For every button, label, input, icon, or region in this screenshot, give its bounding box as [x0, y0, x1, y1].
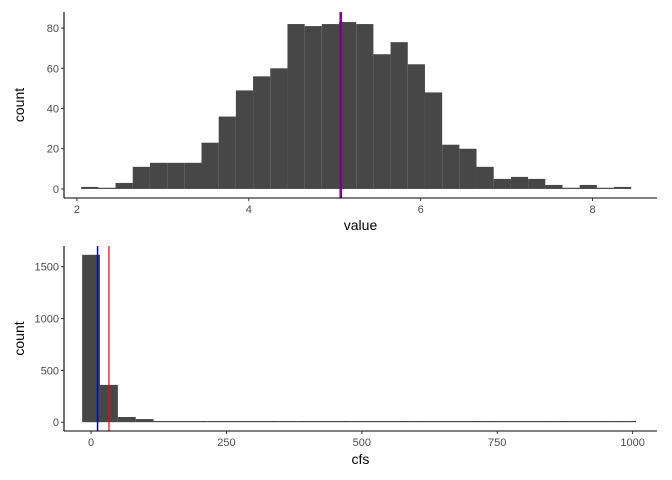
histogram-bar — [390, 42, 408, 189]
histogram-bar — [260, 420, 279, 423]
histogram-bar — [403, 420, 422, 423]
x-tick-label: 8 — [589, 204, 595, 216]
value-histogram-panel: 0 20 40 60 80 2 4 6 8 value count — [11, 12, 657, 233]
histogram-bar — [270, 68, 288, 189]
histogram-bar — [253, 76, 271, 189]
y-tick-label: 80 — [47, 23, 59, 35]
y-tick-label: 500 — [41, 365, 59, 377]
histogram-bar — [457, 420, 476, 423]
histogram-bar — [442, 144, 460, 189]
histogram-bar — [562, 187, 580, 189]
x-tick-label: 250 — [217, 437, 235, 449]
histogram-bar — [115, 182, 133, 189]
histogram-bar — [135, 419, 154, 423]
y-tick-label: 40 — [47, 104, 59, 116]
histogram-bar — [356, 24, 374, 189]
histogram-bar — [459, 148, 477, 189]
histogram-bar — [373, 54, 391, 189]
histogram-bar — [153, 420, 172, 423]
y-tick-label: 20 — [47, 144, 59, 156]
y-axis-title: count — [11, 321, 27, 355]
histogram-bar — [614, 186, 632, 189]
y-axis-title: count — [11, 88, 27, 122]
y-tick-label: 60 — [47, 63, 59, 75]
histogram-bar — [439, 420, 458, 423]
histogram-bar — [528, 178, 546, 189]
histogram-bar — [582, 420, 601, 423]
histogram-bar — [98, 187, 116, 189]
histogram-bar — [476, 166, 494, 189]
histogram-bar — [189, 420, 208, 423]
histogram-bar — [511, 420, 529, 423]
histogram-bar — [167, 162, 185, 189]
histogram-bar — [510, 176, 529, 189]
y-tick-label: 0 — [53, 184, 59, 196]
histogram-bar — [207, 420, 226, 423]
histogram-bar — [421, 420, 440, 423]
histogram-bar — [201, 142, 219, 189]
x-axis-title: cfs — [352, 451, 370, 467]
histogram-bar — [321, 24, 340, 189]
x-tick-label: 4 — [246, 204, 252, 216]
histogram-bar — [132, 166, 150, 189]
x-tick-label: 500 — [353, 437, 371, 449]
histogram-bar — [493, 420, 512, 423]
y-tick-label: 1500 — [35, 262, 59, 274]
cfs-histogram-panel: 0 500 1000 1500 0 250 500 750 1000 cfs count — [11, 246, 657, 467]
value-axes: 0 20 40 60 80 2 4 6 8 — [47, 12, 657, 216]
cfs-histogram-bars — [82, 254, 637, 423]
histogram-bar — [278, 420, 297, 423]
histogram-bar — [225, 420, 243, 423]
histogram-bar — [545, 184, 563, 189]
value-histogram-bars — [81, 22, 632, 189]
histogram-bar — [117, 417, 136, 423]
histogram-bar — [579, 184, 597, 189]
histogram-bar — [235, 90, 254, 189]
histogram-bar — [296, 420, 315, 423]
histogram-bar — [600, 420, 619, 423]
histogram-bar — [368, 420, 386, 423]
histogram-bar — [171, 420, 190, 423]
histogram-bar — [564, 420, 583, 423]
x-axis-title: value — [344, 217, 378, 233]
histogram-bar — [149, 162, 168, 189]
histogram-bar — [332, 420, 351, 423]
cfs-reference-lines — [96, 246, 110, 431]
histogram-bar — [81, 186, 99, 189]
histogram-bar — [82, 254, 101, 423]
x-tick-label: 0 — [88, 437, 94, 449]
histogram-bar — [350, 420, 369, 423]
histogram-bar — [314, 420, 333, 423]
histogram-bar — [424, 92, 443, 189]
x-tick-label: 1000 — [620, 437, 644, 449]
histogram-bar — [596, 187, 615, 189]
histogram-bar — [287, 24, 305, 189]
y-tick-label: 1000 — [35, 314, 59, 326]
histogram-bar — [618, 420, 637, 423]
histogram-bar — [184, 162, 202, 189]
histogram-bar — [304, 26, 322, 189]
histogram-bar — [475, 420, 494, 423]
histogram-bar — [546, 420, 565, 423]
cfs-axes: 0 500 1000 1500 0 250 500 750 1000 — [35, 246, 657, 449]
x-tick-label: 6 — [418, 204, 424, 216]
y-tick-label: 0 — [53, 417, 59, 429]
histogram-bar — [385, 420, 404, 423]
x-tick-label: 750 — [488, 437, 506, 449]
x-tick-label: 2 — [74, 204, 80, 216]
histogram-bar — [493, 178, 511, 189]
histogram-bar — [528, 420, 547, 423]
histogram-bar — [242, 420, 261, 423]
histogram-bar — [407, 64, 425, 189]
histogram-bar — [339, 22, 357, 189]
histogram-bar — [218, 116, 236, 189]
